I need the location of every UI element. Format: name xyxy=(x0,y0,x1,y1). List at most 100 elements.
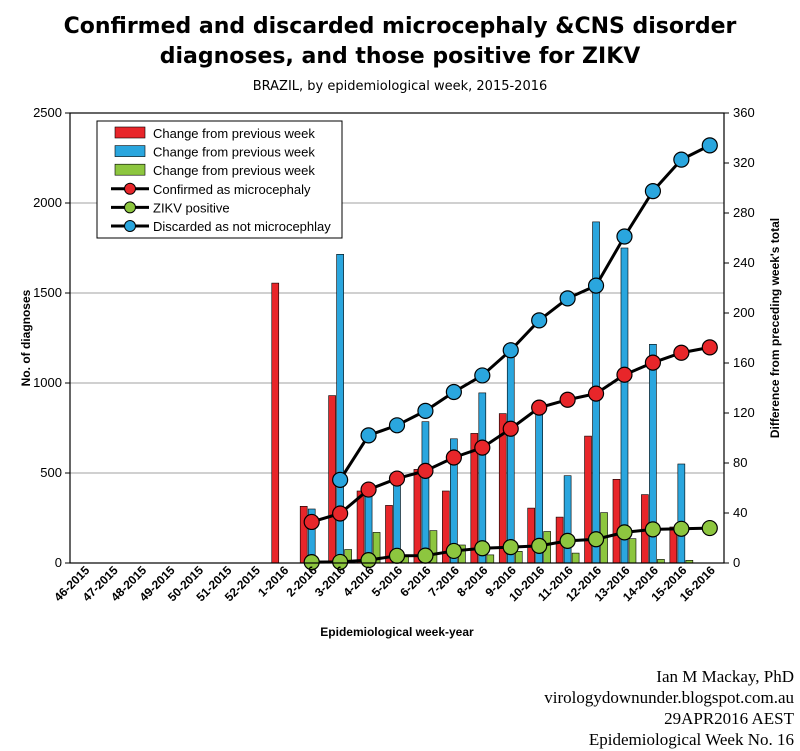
series-point xyxy=(673,151,690,168)
y-axis-label: No. of diagnoses xyxy=(19,289,33,386)
legend-label: Change from previous week xyxy=(153,126,315,141)
series-point xyxy=(417,462,434,479)
x-tick-label: 7-2016 xyxy=(426,563,463,600)
credit-date: 29APR2016 AEST xyxy=(664,709,794,728)
legend-box xyxy=(96,120,343,239)
legend-marker xyxy=(124,182,136,195)
bar xyxy=(421,421,430,564)
legend-swatch xyxy=(114,163,146,176)
bar xyxy=(563,475,572,564)
legend-marker xyxy=(124,220,136,232)
y-tick-label: 2500 xyxy=(33,105,62,120)
series-point xyxy=(559,290,576,307)
legend-label: Discarded as not microcephlay xyxy=(153,219,331,234)
series-point xyxy=(616,228,633,245)
series-point xyxy=(587,531,605,548)
series-point xyxy=(616,524,633,541)
series-point xyxy=(616,366,633,383)
series-point xyxy=(332,471,349,488)
series-point xyxy=(303,513,320,531)
y-tick-label: 2000 xyxy=(33,195,62,210)
legend-swatch xyxy=(114,126,146,139)
x-tick-label: 8-2016 xyxy=(454,563,491,600)
bar xyxy=(356,490,365,564)
series-point xyxy=(644,354,662,371)
series-point xyxy=(417,547,434,564)
x-tick-label: 4-2016 xyxy=(340,563,377,600)
series-point xyxy=(445,449,462,466)
y2-tick-label: 80 xyxy=(733,455,747,470)
y2-tick-label: 320 xyxy=(733,155,755,170)
y-tick-label: 1500 xyxy=(33,285,62,300)
chart-subtitle: BRAZIL, by epidemiological week, 2015-20… xyxy=(252,79,548,94)
series-point xyxy=(474,439,491,456)
series-point xyxy=(445,383,462,401)
legend: Change from previous week Change from pre… xyxy=(96,120,343,239)
bar xyxy=(527,507,535,564)
y2-tick-label: 160 xyxy=(733,355,755,370)
series-point xyxy=(559,532,576,549)
series-point xyxy=(644,521,662,538)
credit-website: virologydownunder.blogspot.com.au xyxy=(544,688,794,707)
bar xyxy=(571,552,580,564)
series-point xyxy=(502,342,519,359)
y2-tick-label: 120 xyxy=(733,405,755,420)
series-point xyxy=(559,391,576,408)
x-tick-label: 6-2016 xyxy=(397,563,434,600)
x-tick-label: 5-2016 xyxy=(369,563,406,600)
bar xyxy=(677,463,686,564)
series-point xyxy=(673,520,690,537)
bar xyxy=(413,469,422,564)
series-point xyxy=(502,539,519,556)
series-point xyxy=(388,417,406,434)
x-tick-label: 1-2016 xyxy=(255,563,292,600)
series-point xyxy=(332,553,349,571)
series-point xyxy=(587,277,605,294)
credit-author: Ian M Mackay, PhD xyxy=(656,667,794,686)
series-point xyxy=(531,537,548,555)
chart-title-line1: Confirmed and discarded microcephaly &CN… xyxy=(63,14,737,39)
y2-tick-label: 0 xyxy=(733,555,740,570)
series-point xyxy=(360,427,377,444)
legend-marker xyxy=(124,201,136,214)
y2-tick-label: 200 xyxy=(733,305,755,320)
series-point xyxy=(474,367,491,384)
bar xyxy=(299,505,308,564)
legend-label: Confirmed as microcephaly xyxy=(153,182,311,197)
y-tick-label: 1000 xyxy=(33,375,62,390)
series-point xyxy=(474,540,491,557)
series-point xyxy=(360,552,377,569)
series-point xyxy=(445,542,462,560)
bar xyxy=(271,282,280,564)
legend-label: Change from previous week xyxy=(153,163,315,178)
y2-tick-label: 40 xyxy=(733,505,747,520)
series-point xyxy=(531,312,548,329)
legend-label: ZIKV positive xyxy=(153,200,230,215)
bar xyxy=(506,353,515,564)
x-axis-label: Epidemiological week-year xyxy=(320,625,474,639)
series-point xyxy=(587,385,605,402)
series-point xyxy=(701,137,718,154)
credit-week: Epidemiological Week No. 16 xyxy=(588,730,794,749)
chart-title-line2: diagnoses, and those positive for ZIKV xyxy=(159,44,641,69)
legend-label: Change from previous week xyxy=(153,145,315,160)
series-point xyxy=(360,481,377,498)
series-point xyxy=(417,402,434,419)
bars xyxy=(271,221,694,564)
bar xyxy=(628,538,637,564)
series-lines xyxy=(303,137,718,571)
bar xyxy=(612,478,621,564)
y2-axis-label: Difference from preceding week's total xyxy=(768,218,782,438)
y2-tick-label: 240 xyxy=(733,255,755,270)
bar xyxy=(478,392,487,564)
series-point xyxy=(388,547,406,564)
series-point xyxy=(531,399,548,416)
y2-tick-label: 360 xyxy=(733,105,755,120)
series-point xyxy=(502,420,519,437)
legend-swatch xyxy=(114,145,146,157)
bar xyxy=(486,554,495,564)
series-point xyxy=(673,344,690,361)
series-point xyxy=(644,183,662,200)
y-tick-label: 0 xyxy=(55,555,62,570)
